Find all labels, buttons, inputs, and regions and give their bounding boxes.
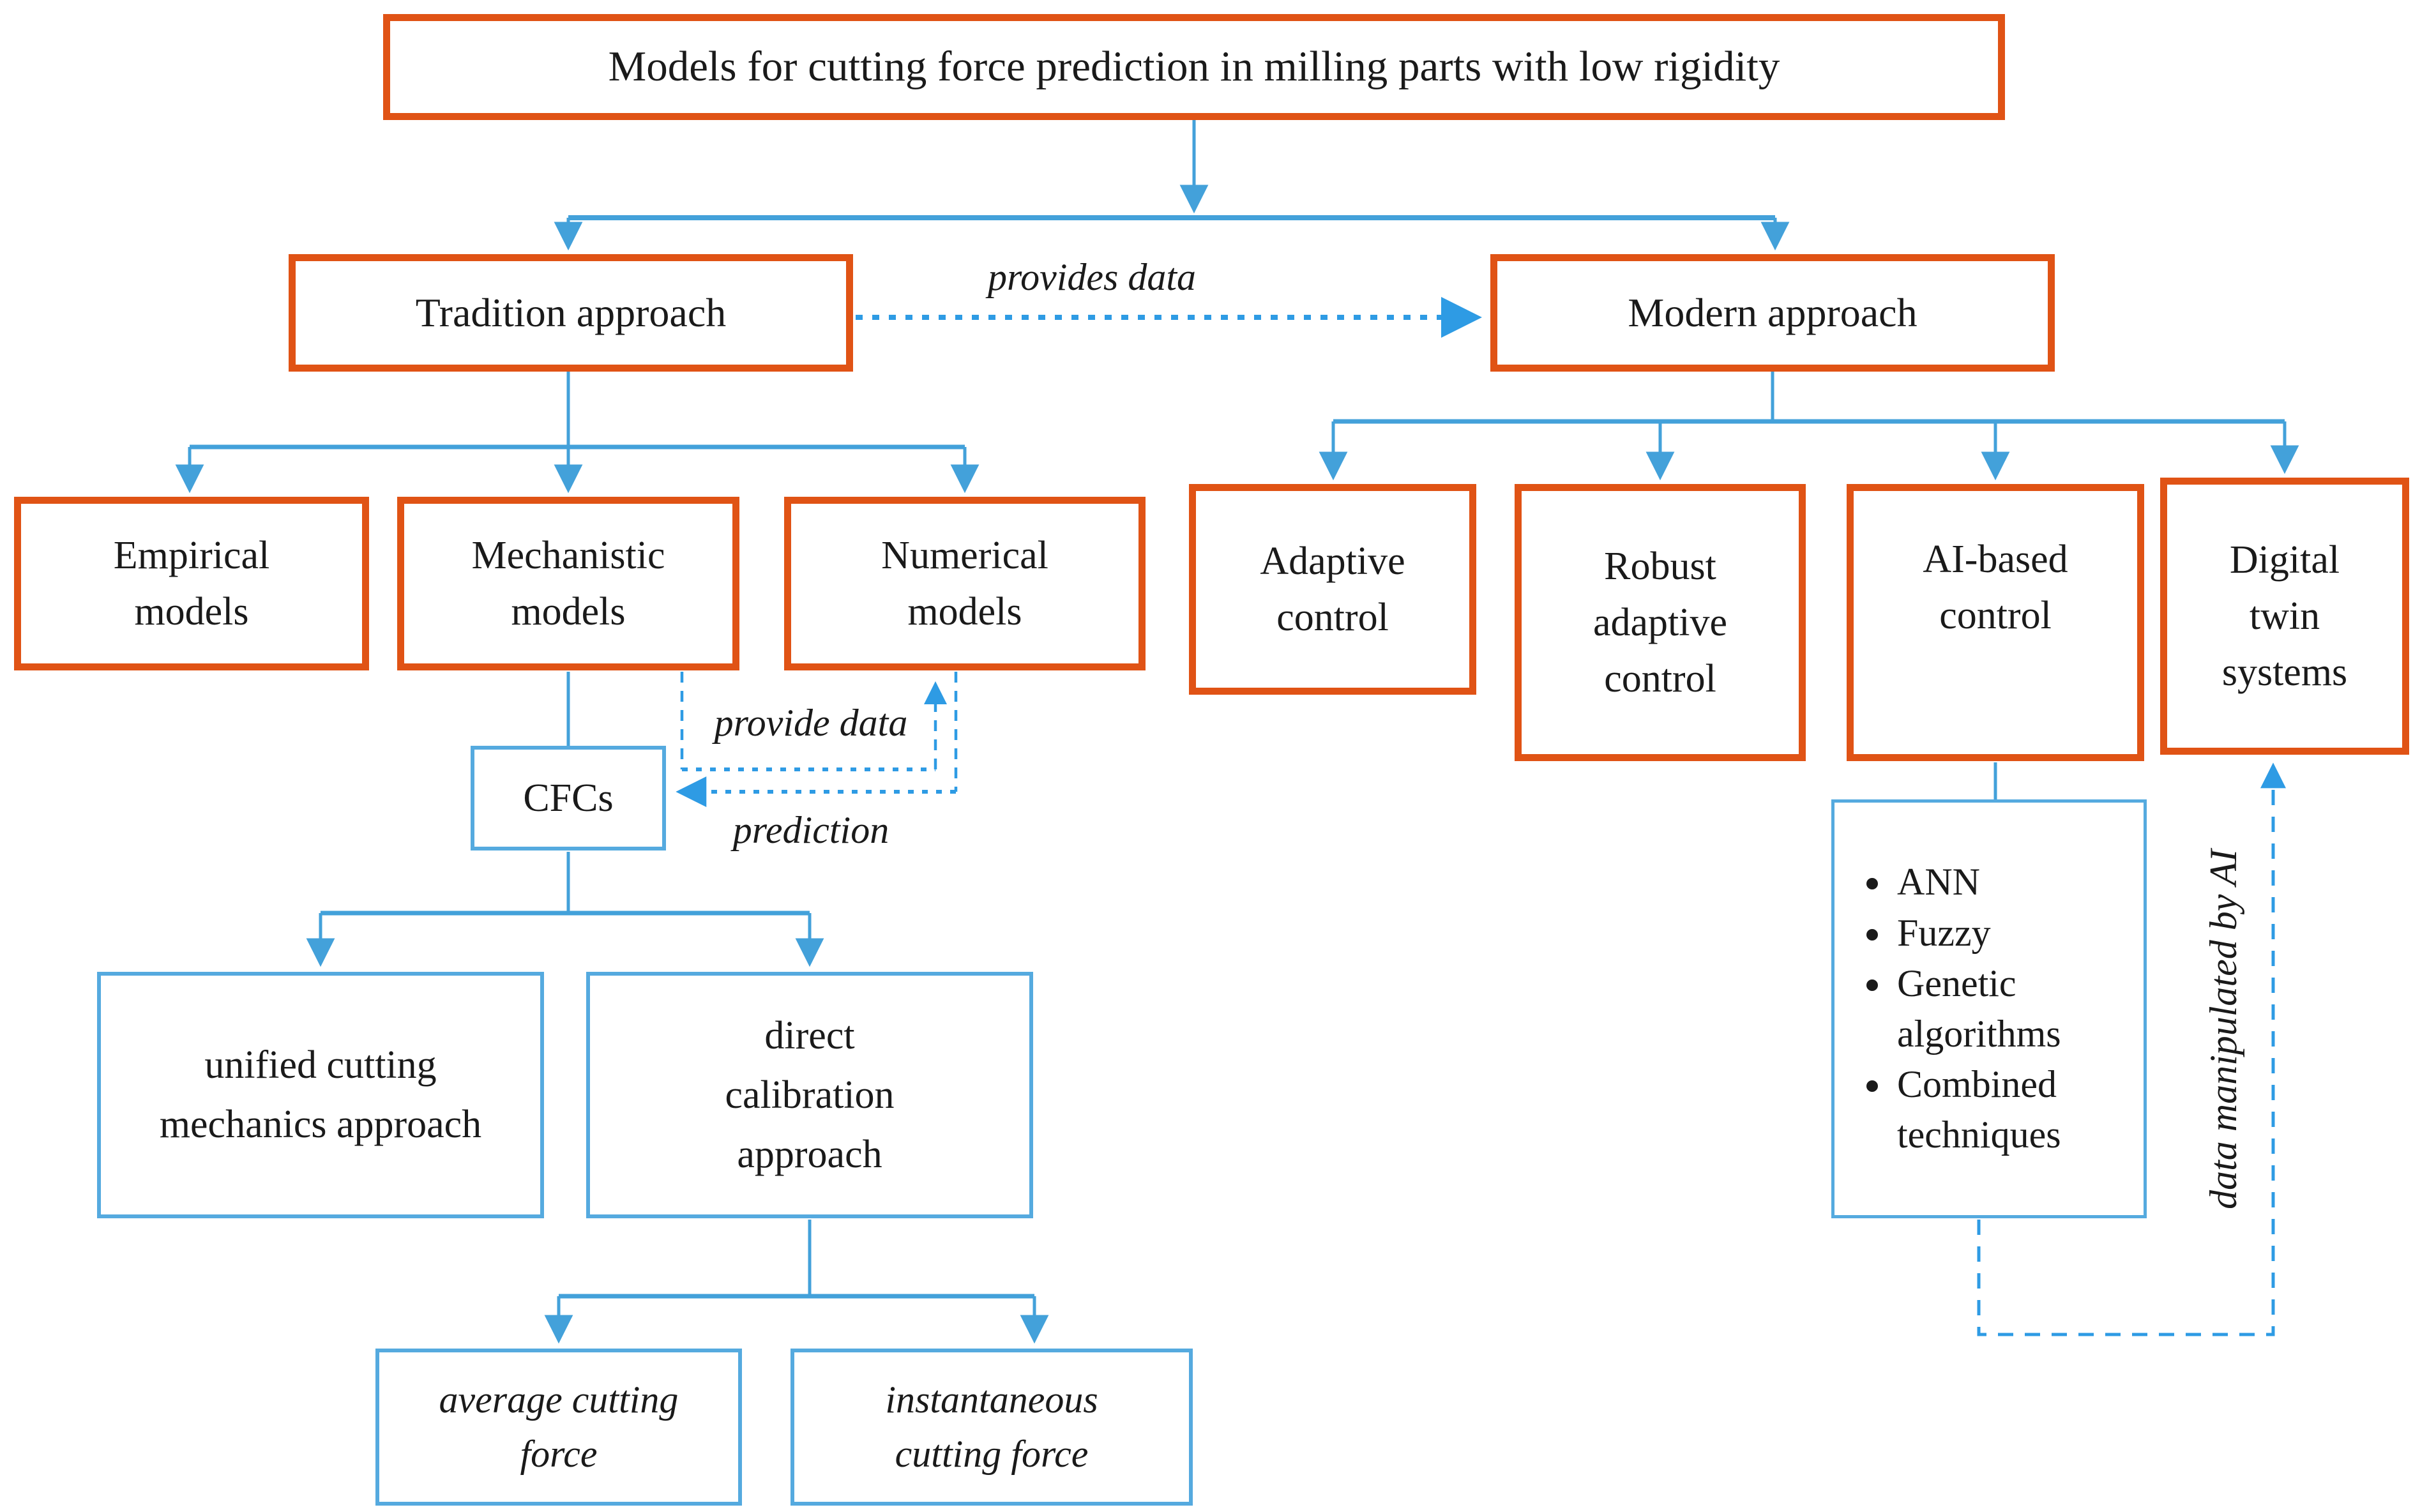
node-mechanistic-models: Mechanistic models — [397, 497, 739, 670]
node-cfcs: CFCs — [471, 746, 666, 850]
node-modern-label: Modern approach — [1628, 289, 1918, 335]
node-average-cutting-force: average cutting force — [375, 1349, 742, 1506]
node-direct-calibration: direct calibration approach — [586, 972, 1033, 1218]
node-tradition-label: Tradition approach — [415, 289, 727, 335]
node-mechanistic-label: Mechanistic models — [471, 533, 665, 633]
node-digital-twin-systems: Digital twin systems — [2160, 478, 2409, 755]
node-tradition-approach: Tradition approach — [289, 254, 853, 372]
node-numerical-models: Numerical models — [784, 497, 1146, 670]
ai-techniques-list: ANN Fuzzy Genetic algorithms Combined te… — [1851, 857, 2144, 1160]
node-unified-cutting-mechanics: unified cutting mechanics approach — [97, 972, 544, 1218]
node-instantaneous-label: instantaneous cutting force — [885, 1378, 1098, 1475]
node-aibased-label: AI-based control — [1923, 537, 2068, 637]
edge-label-prediction: prediction — [732, 809, 889, 851]
edge-label-provide-data: provide data — [714, 702, 908, 744]
node-modern-approach: Modern approach — [1490, 254, 2055, 372]
node-robust-label: Robust adaptive control — [1592, 544, 1727, 701]
node-title: Models for cutting force prediction in m… — [383, 14, 2005, 120]
node-ai-based-control: AI-based control — [1847, 484, 2144, 761]
node-adaptive-control: Adaptive control — [1189, 484, 1476, 695]
node-numerical-label: Numerical models — [881, 533, 1048, 633]
node-cfcs-label: CFCs — [523, 776, 614, 820]
node-title-label: Models for cutting force prediction in m… — [608, 43, 1780, 91]
node-average-label: average cutting force — [439, 1378, 679, 1475]
node-ai-techniques-list: ANN Fuzzy Genetic algorithms Combined te… — [1831, 799, 2147, 1218]
ai-technique-item: Genetic algorithms — [1893, 958, 2144, 1059]
ai-technique-item: Combined techniques — [1893, 1059, 2144, 1160]
node-direct-label: direct calibration approach — [725, 1013, 895, 1176]
edge-label-provides-data: provides data — [987, 256, 1197, 298]
node-adaptive-label: Adaptive control — [1260, 539, 1405, 639]
ai-technique-item: ANN — [1893, 857, 2144, 907]
edge-label-data-manipulated-by-ai: data manipulated by AI — [2202, 849, 2244, 1209]
node-empirical-models: Empirical models — [14, 497, 369, 670]
node-robust-adaptive-control: Robust adaptive control — [1515, 484, 1806, 761]
node-instantaneous-cutting-force: instantaneous cutting force — [790, 1349, 1193, 1506]
ai-technique-item: Fuzzy — [1893, 908, 2144, 958]
edge-data-manipulated-loop — [1977, 762, 2286, 1336]
node-digitaltwin-label: Digital twin systems — [2221, 538, 2348, 695]
node-unified-label: unified cutting mechanics approach — [159, 1043, 482, 1146]
node-empirical-label: Empirical models — [113, 533, 270, 633]
